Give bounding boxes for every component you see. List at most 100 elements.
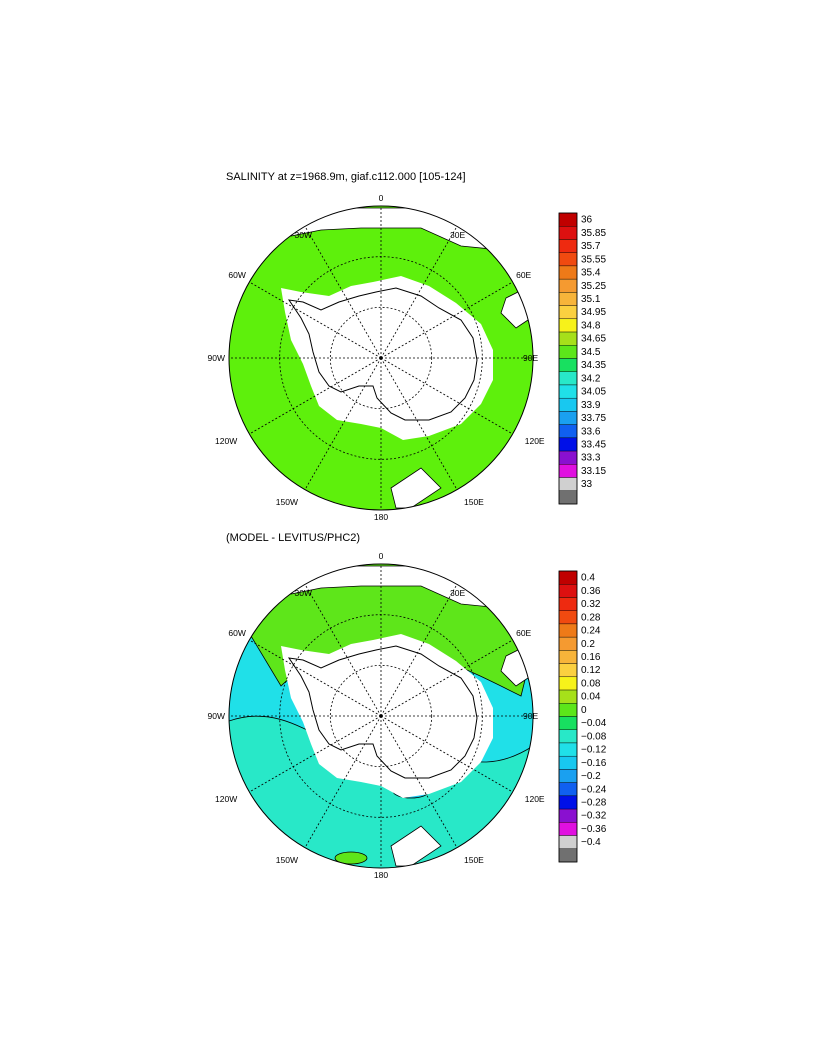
panel2-title: (MODEL - LEVITUS/PHC2): [226, 532, 361, 544]
colorbar-swatch: [558, 358, 578, 372]
colorbar-swatch: [558, 278, 578, 293]
meridian-line: [380, 357, 458, 490]
meridian-line: [380, 639, 513, 717]
colorbar-swatch: [558, 226, 578, 240]
colorbar-label: 0.2: [581, 639, 595, 650]
colorbar-label: 0.4: [581, 573, 595, 584]
colorbar-swatch: [558, 597, 578, 611]
longitude-label: 150E: [464, 497, 484, 507]
colorbar-label: −0.04: [581, 718, 607, 729]
colorbar-swatch: [558, 689, 578, 704]
meridian-line: [380, 226, 458, 359]
colorbar-label: −0.08: [581, 731, 607, 742]
colorbar-label: 34.5: [581, 347, 601, 358]
colorbar-label: 0.28: [581, 612, 601, 623]
longitude-label: 90W: [208, 711, 225, 721]
longitude-label: 60E: [516, 628, 531, 638]
longitude-label: 0: [379, 193, 384, 203]
longitude-label: 30W: [295, 230, 312, 240]
longitude-label: 150W: [276, 497, 298, 507]
colorbar-swatch: [558, 755, 578, 770]
colorbar-swatch: [558, 318, 578, 333]
colorbar-label: 33.75: [581, 413, 606, 424]
meridian-line: [249, 715, 382, 793]
colorbar-swatch: [558, 477, 578, 491]
colorbar-swatch: [558, 411, 578, 425]
colorbar-label: 33: [581, 479, 593, 490]
colorbar-label: 0.16: [581, 652, 601, 663]
colorbar-label: 0.24: [581, 626, 601, 637]
colorbar-label: 0.08: [581, 678, 601, 689]
longitude-label: 180: [374, 512, 388, 522]
colorbar-label: 33.15: [581, 466, 606, 477]
colorbar-frame: [558, 570, 578, 863]
latitude-circle: [329, 306, 433, 410]
colorbar-swatch: [558, 610, 578, 625]
longitude-label: 30W: [295, 588, 312, 598]
salinity-difference-map: 0 30E 60E 90E 120E 150E 180 150W 120W 90W 60W 30W 0.…: [208, 551, 607, 880]
colorbar-swatch: [558, 464, 578, 478]
map-field: [229, 206, 533, 510]
colorbar-label: 35.85: [581, 228, 606, 239]
longitude-label: 60W: [228, 628, 245, 638]
colorbar-label: −0.16: [581, 758, 607, 769]
colorbar-swatch: [558, 450, 578, 465]
longitude-label: 120W: [215, 794, 237, 804]
colorbar-label: −0.24: [581, 784, 607, 795]
colorbar-swatch: [558, 848, 578, 863]
map-border: [228, 205, 534, 511]
colorbar-label: 35.7: [581, 241, 601, 252]
longitude-label: 90E: [523, 353, 538, 363]
colorbar-swatch: [558, 623, 578, 638]
colorbar-swatch: [558, 650, 578, 664]
colorbar-swatch: [558, 239, 578, 253]
meridian-line: [380, 715, 513, 793]
colorbar-label: 33.3: [581, 453, 601, 464]
colorbar-label: 33.45: [581, 439, 606, 450]
colorbar-label: −0.32: [581, 811, 607, 822]
colorbar-label: 34.95: [581, 307, 606, 318]
colorbar-swatch: [558, 397, 578, 412]
colorbar-label: 33.9: [581, 400, 601, 411]
longitude-label: 150W: [276, 855, 298, 865]
meridian-line: [249, 281, 382, 359]
land-mask: [390, 467, 442, 509]
longitude-label: 120E: [525, 436, 545, 446]
colorbar-swatch: [558, 584, 578, 598]
map-field: [229, 564, 533, 868]
longitude-label: 60W: [228, 270, 245, 280]
colorbar-swatch: [558, 835, 578, 849]
longitude-label: 120E: [525, 794, 545, 804]
longitude-label: 180: [374, 870, 388, 880]
colorbar-swatch: [558, 636, 578, 651]
colorbar-swatch: [558, 769, 578, 783]
colorbar-label: 0.36: [581, 586, 601, 597]
salinity-map: 0 30E 60E 90E 120E 150E 180 150W 120W 90W 60W 30W 36…: [208, 193, 607, 522]
longitude-label: 90W: [208, 353, 225, 363]
colorbar-label: −0.12: [581, 745, 607, 756]
longitude-label: 0: [379, 551, 384, 561]
colorbar-swatch: [558, 331, 578, 346]
colorbar-label: 0.04: [581, 692, 601, 703]
colorbar-swatch: [558, 384, 578, 399]
colorbar-swatch: [558, 676, 578, 691]
longitude-label: 30E: [450, 588, 465, 598]
colorbar-swatch: [558, 782, 578, 797]
colorbar-label: 35.1: [581, 294, 601, 305]
colorbar-label: 0.12: [581, 665, 601, 676]
colorbar-swatch: [558, 808, 578, 823]
meridian-line: [249, 357, 382, 435]
colorbar-swatch: [558, 345, 578, 359]
longitude-label: 60E: [516, 270, 531, 280]
meridian-line: [304, 715, 382, 848]
panel1-title: SALINITY at z=1968.9m, giaf.c112.000 [10…: [226, 171, 466, 183]
colorbar-frame: [558, 212, 578, 505]
colorbar-label: 34.35: [581, 360, 606, 371]
colorbar-swatch: [558, 490, 578, 505]
colorbar-swatch: [558, 424, 578, 439]
colorbar-swatch: [558, 212, 578, 227]
colorbar-swatch: [558, 729, 578, 744]
colorbar-label: 35.25: [581, 281, 606, 292]
colorbar-label: 33.6: [581, 426, 601, 437]
colorbar-swatch: [558, 822, 578, 836]
